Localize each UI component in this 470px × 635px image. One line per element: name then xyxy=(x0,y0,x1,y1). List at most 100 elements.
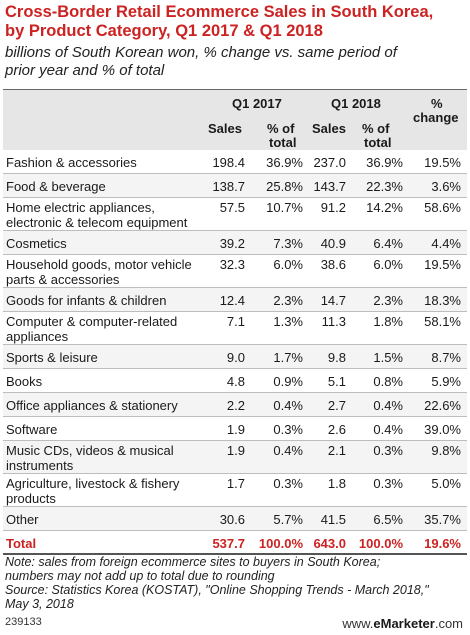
cell-sales-2018: 91.2 xyxy=(320,200,346,215)
row-label-line: Music CDs, videos & musical xyxy=(6,443,174,458)
chart-title-line: Cross-Border Retail Ecommerce Sales in S… xyxy=(5,3,434,21)
cell-sales-2018: 40.9 xyxy=(320,236,346,251)
header-pct-of-2017: % of xyxy=(267,121,295,136)
row-label-line: Other xyxy=(6,512,39,527)
note-line: numbers may not add up to total due to r… xyxy=(5,569,275,583)
row-label-line: Software xyxy=(6,422,58,437)
cell-pct-change: 5.9% xyxy=(431,374,461,389)
cell-pct-2018: 0.3% xyxy=(373,443,403,458)
table-row: Food & beverage 138.7 25.8% 143.7 22.3% 3.6% xyxy=(3,174,467,198)
cell-pct-2018: 6.4% xyxy=(373,236,403,251)
row-label-line: Sports & leisure xyxy=(6,350,98,365)
cell-pct-2017: 7.3% xyxy=(273,236,303,251)
brand-prefix: www. xyxy=(342,616,374,631)
cell-pct-change: 3.6% xyxy=(431,179,461,194)
row-label: Software xyxy=(6,422,206,437)
cell-sales-2018: 9.8 xyxy=(327,350,346,365)
row-label-line: Cosmetics xyxy=(6,236,67,251)
row-label-line: products xyxy=(6,491,56,506)
cell-sales-2017: 1.9 xyxy=(226,422,245,437)
source-line: May 3, 2018 xyxy=(5,597,74,611)
row-label: Sports & leisure xyxy=(6,350,206,365)
cell-pct-change: 58.6% xyxy=(424,200,461,215)
cell-sales-2018: 2.6 xyxy=(327,422,346,437)
table-row: Household goods, motor vehicle parts & ac… xyxy=(3,255,467,288)
row-label: Computer & computer-related appliances xyxy=(6,314,206,344)
row-label-line: Computer & computer-related xyxy=(6,314,178,329)
cell-sales-2017: 537.7 xyxy=(212,536,245,551)
row-label: Fashion & accessories xyxy=(6,155,206,170)
table-row: Software 1.9 0.3% 2.6 0.4% 39.0% xyxy=(3,417,467,441)
cell-pct-change: 58.1% xyxy=(424,314,461,329)
row-label: Agriculture, livestock & fishery products xyxy=(6,476,206,506)
header-total-2017: total xyxy=(269,135,297,150)
cell-pct-change: 5.0% xyxy=(431,476,461,491)
cell-pct-2017: 25.8% xyxy=(266,179,303,194)
header-pct-of-2018: % of xyxy=(362,121,390,136)
source-line: Source: Statistics Korea (KOSTAT), "Onli… xyxy=(5,583,429,597)
chart-id: 239133 xyxy=(5,616,42,628)
cell-sales-2017: 12.4 xyxy=(219,293,245,308)
cell-pct-2018: 22.3% xyxy=(366,179,403,194)
cell-sales-2018: 2.7 xyxy=(327,398,346,413)
row-label: Other xyxy=(6,512,206,527)
row-label-line: parts & accessories xyxy=(6,272,120,287)
cell-pct-change: 9.8% xyxy=(431,443,461,458)
cell-sales-2017: 1.9 xyxy=(226,443,245,458)
table-row: Books 4.8 0.9% 5.1 0.8% 5.9% xyxy=(3,369,467,393)
cell-sales-2017: 138.7 xyxy=(212,179,245,194)
row-label-line: Books xyxy=(6,374,43,389)
cell-pct-2018: 100.0% xyxy=(358,536,403,551)
cell-sales-2018: 5.1 xyxy=(327,374,346,389)
cell-pct-2018: 1.8% xyxy=(373,314,403,329)
row-label-line: Food & beverage xyxy=(6,179,106,194)
header-pct-change: % xyxy=(431,96,443,111)
table-row: Other 30.6 5.7% 41.5 6.5% 35.7% xyxy=(3,507,467,531)
cell-pct-2018: 6.5% xyxy=(373,512,403,527)
row-label: Total xyxy=(6,536,206,551)
cell-sales-2018: 143.7 xyxy=(313,179,346,194)
cell-pct-2017: 1.3% xyxy=(273,314,303,329)
cell-sales-2017: 39.2 xyxy=(219,236,245,251)
header-q1-2017: Q1 2017 xyxy=(232,96,282,111)
table-total-row: Total 537.7 100.0% 643.0 100.0% 19.6% xyxy=(3,531,467,555)
cell-sales-2018: 237.0 xyxy=(313,155,346,170)
cell-pct-2018: 0.4% xyxy=(373,422,403,437)
row-label-line: Office appliances & stationery xyxy=(6,398,178,413)
brand-name: eMarketer xyxy=(373,616,435,631)
cell-pct-2017: 0.9% xyxy=(273,374,303,389)
brand-logo: www.eMarketer.com xyxy=(342,616,463,631)
note-line: Note: sales from foreign ecommerce sites… xyxy=(5,555,381,569)
row-label: Goods for infants & children xyxy=(6,293,206,308)
cell-pct-2018: 36.9% xyxy=(366,155,403,170)
row-label-line: Total xyxy=(6,536,37,551)
row-label-line: Fashion & accessories xyxy=(6,155,137,170)
row-label: Household goods, motor vehicle parts & ac… xyxy=(6,257,206,287)
table-row: Agriculture, livestock & fishery products… xyxy=(3,474,467,507)
cell-sales-2018: 38.6 xyxy=(320,257,346,272)
cell-pct-2018: 0.8% xyxy=(373,374,403,389)
cell-pct-change: 4.4% xyxy=(431,236,461,251)
header-sales-2017: Sales xyxy=(208,121,242,136)
row-label: Food & beverage xyxy=(6,179,206,194)
cell-sales-2017: 4.8 xyxy=(226,374,245,389)
cell-sales-2018: 11.3 xyxy=(321,314,346,329)
cell-sales-2017: 198.4 xyxy=(212,155,245,170)
table-row: Sports & leisure 9.0 1.7% 9.8 1.5% 8.7% xyxy=(3,345,467,369)
chart-title: Cross-Border Retail Ecommerce Sales in S… xyxy=(5,3,465,41)
cell-sales-2018: 14.7 xyxy=(320,293,346,308)
cell-pct-2017: 0.4% xyxy=(273,398,303,413)
row-label-line: Household goods, motor vehicle xyxy=(6,257,192,272)
cell-pct-2017: 5.7% xyxy=(273,512,303,527)
cell-sales-2018: 1.8 xyxy=(327,476,346,491)
cell-pct-2018: 14.2% xyxy=(366,200,403,215)
brand-suffix: .com xyxy=(434,616,463,631)
row-label: Home electric appliances, electronic & te… xyxy=(6,200,206,230)
cell-pct-2018: 0.3% xyxy=(373,476,403,491)
header-pct-change-2: change xyxy=(413,110,459,125)
cell-pct-2018: 6.0% xyxy=(373,257,403,272)
row-label: Office appliances & stationery xyxy=(6,398,206,413)
table-row: Cosmetics 39.2 7.3% 40.9 6.4% 4.4% xyxy=(3,231,467,255)
cell-pct-2017: 10.7% xyxy=(266,200,303,215)
table-row: Goods for infants & children 12.4 2.3% 14.7… xyxy=(3,288,467,312)
